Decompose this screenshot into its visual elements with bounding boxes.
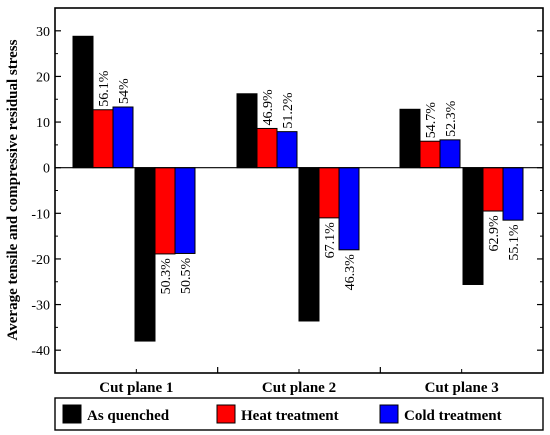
x-tick-label: Cut plane 3 — [425, 380, 499, 396]
data-label: 46.3% — [343, 254, 358, 291]
data-label: 51.2% — [281, 92, 296, 129]
bars-layer — [72, 35, 524, 342]
data-label: 67.1% — [323, 222, 338, 259]
bar-cold-treatment-compressive — [502, 167, 524, 221]
y-axis: 30 20 10 0 -10 -20 -30 -40 — [31, 7, 543, 374]
bar-as-quenched-compressive — [462, 167, 484, 285]
x-tick-label: Cut plane 2 — [262, 380, 336, 396]
y-tick-label: 0 — [43, 162, 50, 177]
bar-as-quenched-tensile — [399, 108, 421, 169]
x-axis: Cut plane 1 Cut plane 2 Cut plane 3 — [99, 367, 499, 396]
bar-heat-treatment-compressive — [154, 167, 176, 255]
y-tick-label: 10 — [36, 116, 50, 131]
bar-cold-treatment-compressive — [174, 167, 196, 254]
bar-heat-treatment-tensile — [419, 140, 441, 169]
legend-items: As quenched Heat treatment Cold treatment — [62, 404, 502, 424]
y-tick-label: 20 — [36, 70, 50, 85]
data-label: 55.1% — [507, 224, 522, 261]
bar-as-quenched-tensile — [72, 35, 94, 169]
bar-heat-treatment-tensile — [92, 109, 114, 169]
data-label: 50.5% — [179, 257, 194, 294]
y-tick-label: -40 — [31, 344, 50, 359]
legend-label: As quenched — [87, 408, 170, 424]
bar-cold-treatment-tensile — [276, 131, 298, 169]
data-label: 54.7% — [424, 102, 439, 139]
legend-label: Cold treatment — [404, 408, 502, 424]
data-label: 46.9% — [261, 89, 276, 126]
y-tick-label: -10 — [31, 207, 50, 222]
y-tick-label: 30 — [36, 25, 50, 40]
legend-swatch — [62, 404, 82, 424]
data-label: 54% — [117, 78, 132, 104]
legend-label: Heat treatment — [241, 408, 339, 424]
data-labels-layer: 56.1% 50.3% 54% 50.5% 46.9% 67.1% 51.2% 46.3% 54… — [97, 70, 522, 294]
bar-heat-treatment-compressive — [318, 167, 340, 219]
legend: As quenched Heat treatment Cold treatment — [54, 397, 544, 431]
y-tick-label: -20 — [31, 253, 50, 268]
bar-cold-treatment-compressive — [338, 167, 360, 251]
x-tick-label: Cut plane 1 — [99, 380, 173, 396]
data-label: 56.1% — [97, 70, 112, 107]
y-axis-label: Average tensile and compressive residual… — [5, 39, 21, 340]
data-label: 62.9% — [487, 215, 502, 252]
y-tick-label: -30 — [31, 299, 50, 314]
bar-heat-treatment-compressive — [482, 167, 504, 212]
data-label: 52.3% — [444, 100, 459, 137]
legend-swatch — [216, 404, 236, 424]
bar-cold-treatment-tensile — [112, 106, 134, 169]
legend-swatch — [379, 404, 399, 424]
bar-as-quenched-compressive — [134, 167, 156, 342]
bar-heat-treatment-tensile — [256, 127, 278, 169]
bar-as-quenched-tensile — [236, 93, 258, 169]
legend-box — [54, 397, 544, 431]
bar-cold-treatment-tensile — [439, 139, 461, 169]
bar-as-quenched-compressive — [298, 167, 320, 322]
data-label: 50.3% — [159, 258, 174, 295]
